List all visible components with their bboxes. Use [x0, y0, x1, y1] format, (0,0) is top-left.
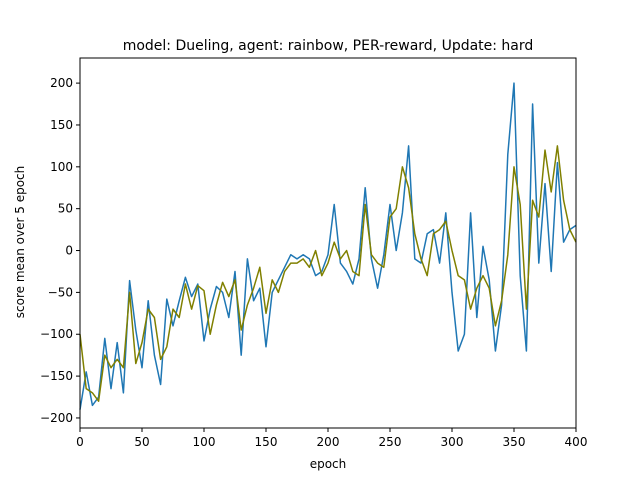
y-axis-ticks: −200 −150 −100 −50 0 50 100 150 200 — [40, 76, 80, 425]
x-tick-label: 400 — [565, 435, 588, 449]
x-tick-label: 300 — [441, 435, 464, 449]
y-tick-label: 0 — [65, 244, 73, 258]
x-tick-label: 0 — [76, 435, 84, 449]
x-axis-label: epoch — [310, 457, 347, 471]
x-tick-label: 200 — [317, 435, 340, 449]
y-tick-label: 50 — [58, 202, 73, 216]
y-tick-label: −200 — [40, 411, 73, 425]
y-tick-label: −100 — [40, 327, 73, 341]
x-tick-label: 350 — [503, 435, 526, 449]
y-tick-label: −50 — [48, 285, 73, 299]
series-line-2 — [79, 145, 577, 402]
y-tick-label: −150 — [40, 369, 73, 383]
series-layer — [79, 82, 577, 410]
y-tick-label: 100 — [50, 160, 73, 174]
x-axis-ticks: 0 50 100 150 200 250 300 350 400 — [76, 428, 587, 449]
chart-title: model: Dueling, agent: rainbow, PER-rewa… — [123, 38, 534, 54]
x-tick-label: 150 — [255, 435, 278, 449]
x-tick-label: 50 — [134, 435, 149, 449]
plot-frame — [79, 57, 577, 429]
y-tick-label: 150 — [50, 118, 73, 132]
y-axis-label: score mean over 5 epoch — [13, 166, 27, 318]
y-tick-label: 200 — [50, 76, 73, 90]
x-tick-label: 250 — [379, 435, 402, 449]
x-tick-label: 100 — [193, 435, 216, 449]
